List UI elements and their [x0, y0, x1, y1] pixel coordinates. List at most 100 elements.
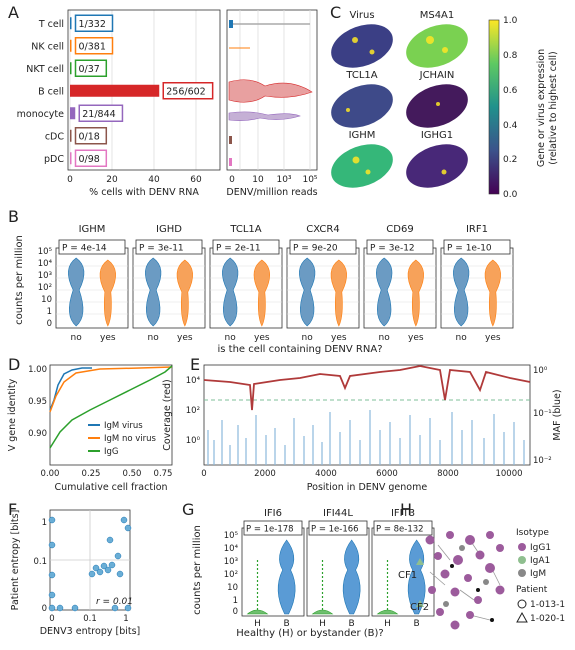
panel-f-points	[48, 516, 132, 612]
panel-a-violins	[228, 20, 313, 166]
network-nodes-igm	[443, 545, 489, 607]
legend-isotype-title: Isotype	[516, 528, 549, 538]
legend-patient1: 1-013-1	[530, 600, 565, 610]
cbar-tick-04: 0.4	[503, 121, 518, 131]
legend-patient2-marker	[516, 611, 528, 623]
xtick-no: no	[148, 333, 160, 343]
subplot-irf1: IRF1 P = 1e-10 no yes	[440, 224, 514, 343]
panel-f-ylabel: Patient entropy [bits]	[10, 510, 21, 611]
panel-d-xlabel: Cumulative cell fraction	[54, 482, 167, 493]
panel-a-violin-axes	[226, 9, 318, 171]
colorbar-label-1: Gene or virus expression	[536, 49, 547, 167]
panel-a-vtick-10: 10	[252, 175, 264, 185]
panel-e-xtick-0: 0	[201, 469, 206, 479]
violin-yes	[484, 259, 501, 327]
pvalue-box	[212, 239, 280, 255]
panel-g-ylabel: counts per million	[192, 525, 203, 615]
pvalue-box	[135, 239, 203, 255]
panel-f-xtick-0: 0	[49, 614, 54, 624]
panel-letter-a: A	[8, 3, 19, 22]
panel-e-xtick-4000: 4000	[315, 469, 337, 479]
umap-title-ighg1: IGHG1	[421, 130, 453, 141]
colorbar-label-2: (relative to highest cell)	[548, 51, 559, 164]
count-label: 0/18	[79, 131, 100, 142]
panel-g-ytick-0: 0	[233, 607, 238, 617]
panel-d-xtick-025: 0.25	[82, 469, 101, 479]
pvalue-box	[373, 520, 433, 536]
violin-no	[68, 257, 85, 327]
gene-title: TCL1A	[229, 224, 261, 235]
panel-f-xticks: 0 0.1 1	[49, 614, 128, 624]
panel-f-ytick-1: 1	[42, 518, 47, 528]
panel-e-rtick-1e0: 10⁰	[533, 366, 548, 376]
panel-e-ytick-1e2: 10²	[186, 406, 200, 416]
panel-g-subplots: IFI6 P = 1e-178 H B IFI44L P = 1e-166 H B IFIT3 P…	[241, 508, 435, 629]
xtick-b: B	[414, 619, 420, 629]
violin-yes	[407, 259, 424, 327]
pvalue-label: P = 1e-166	[311, 525, 359, 535]
panel-h: CF1 CF2 Isotype IgG1 IgA1 IgM Patient 1-…	[398, 528, 565, 630]
panel-f-ytick-01: 0.1	[33, 557, 47, 567]
panel-e-xtick-2000: 2000	[254, 469, 276, 479]
gene-title: IFI44L	[323, 508, 353, 519]
violin-no	[376, 257, 393, 327]
xtick-no: no	[71, 333, 83, 343]
xtick-yes: yes	[331, 333, 347, 343]
panel-d: IgM virus IgM no virus IgG 1.00 0.95 0.9…	[7, 364, 173, 493]
panel-e-ytick-1e4: 10⁴	[186, 376, 201, 386]
violin-h	[376, 609, 399, 615]
panel-b-xlabel: is the cell containing DENV RNA?	[218, 344, 383, 355]
umap-ighg1	[406, 144, 468, 188]
xtick-yes: yes	[254, 333, 270, 343]
panel-e-xlabel: Position in DENV genome	[307, 482, 428, 493]
panel-c: Virus MS4A1 TCL1A JCHAIN IGHM IGHG1 1.0 …	[331, 10, 559, 200]
panel-b-yticks: 10⁵ 10⁴ 10³ 10² 10 1 0	[38, 247, 53, 329]
panel-d-ytick-090: 0.90	[28, 429, 47, 439]
panel-f-grid	[50, 510, 130, 610]
legend-igg1-marker	[518, 543, 526, 551]
pvalue-label: P = 2e-11	[216, 244, 261, 254]
legend-iga1: IgA1	[530, 556, 550, 566]
xtick-h: H	[254, 619, 261, 629]
pvalue-box	[58, 239, 126, 255]
panel-e-axes	[203, 364, 531, 466]
umap-ms4a1	[406, 24, 468, 68]
panel-d-ylabel: V gene identity	[7, 378, 18, 451]
legend-igm-virus: IgM virus	[104, 421, 143, 431]
line-igm-virus	[49, 367, 92, 411]
count-box	[74, 149, 108, 167]
panel-g-xlabel: Healthy (H) or bystander (B)?	[236, 628, 383, 639]
bar-b-cell	[70, 84, 160, 97]
panel-e-ylabel-right: MAF (blue)	[552, 389, 563, 440]
panel-b-ytick-1e5: 10⁵	[38, 247, 52, 257]
category-label: T cell	[38, 19, 64, 30]
pvalue-box	[443, 239, 511, 255]
panel-e-ytick-1e0: 10⁰	[186, 436, 201, 446]
panel-f-xtick-1: 1	[123, 614, 128, 624]
subplot-axes	[363, 247, 437, 329]
panel-b: counts per million 10⁵ 10⁴ 10³ 10² 10 1 …	[14, 224, 514, 355]
panel-g: counts per million 10⁵ 10⁴ 10³ 10² 10 1 …	[192, 508, 435, 639]
umap-tcl1a	[331, 84, 393, 128]
panel-g-yticks: 10⁵ 10⁴ 10³ 10² 10 1 0	[224, 531, 239, 617]
panel-letter-b: B	[8, 207, 19, 226]
subplot-ighd: IGHD P = 3e-11 no yes	[132, 224, 206, 343]
umap-jchain	[406, 84, 468, 128]
violin-no	[145, 257, 162, 327]
xtick-b: B	[284, 619, 290, 629]
umap-virus	[331, 24, 393, 68]
legend-patient-title: Patient	[516, 585, 548, 595]
category-label: B cell	[38, 86, 64, 97]
legend-igg: IgG	[104, 447, 119, 457]
count-label: 256/602	[166, 86, 205, 97]
violin-b-cell	[228, 79, 313, 103]
violin-h	[246, 609, 269, 615]
umap-ighm	[331, 144, 393, 188]
panel-b-ytick-1e4: 10⁴	[38, 259, 53, 269]
panel-e-xtick-10000: 10000	[495, 469, 522, 479]
panel-a-vtick-1e5: 10⁵	[302, 175, 317, 185]
panel-letter-f: F	[8, 500, 17, 519]
panel-letter-e: E	[190, 355, 200, 374]
count-box	[74, 14, 114, 32]
